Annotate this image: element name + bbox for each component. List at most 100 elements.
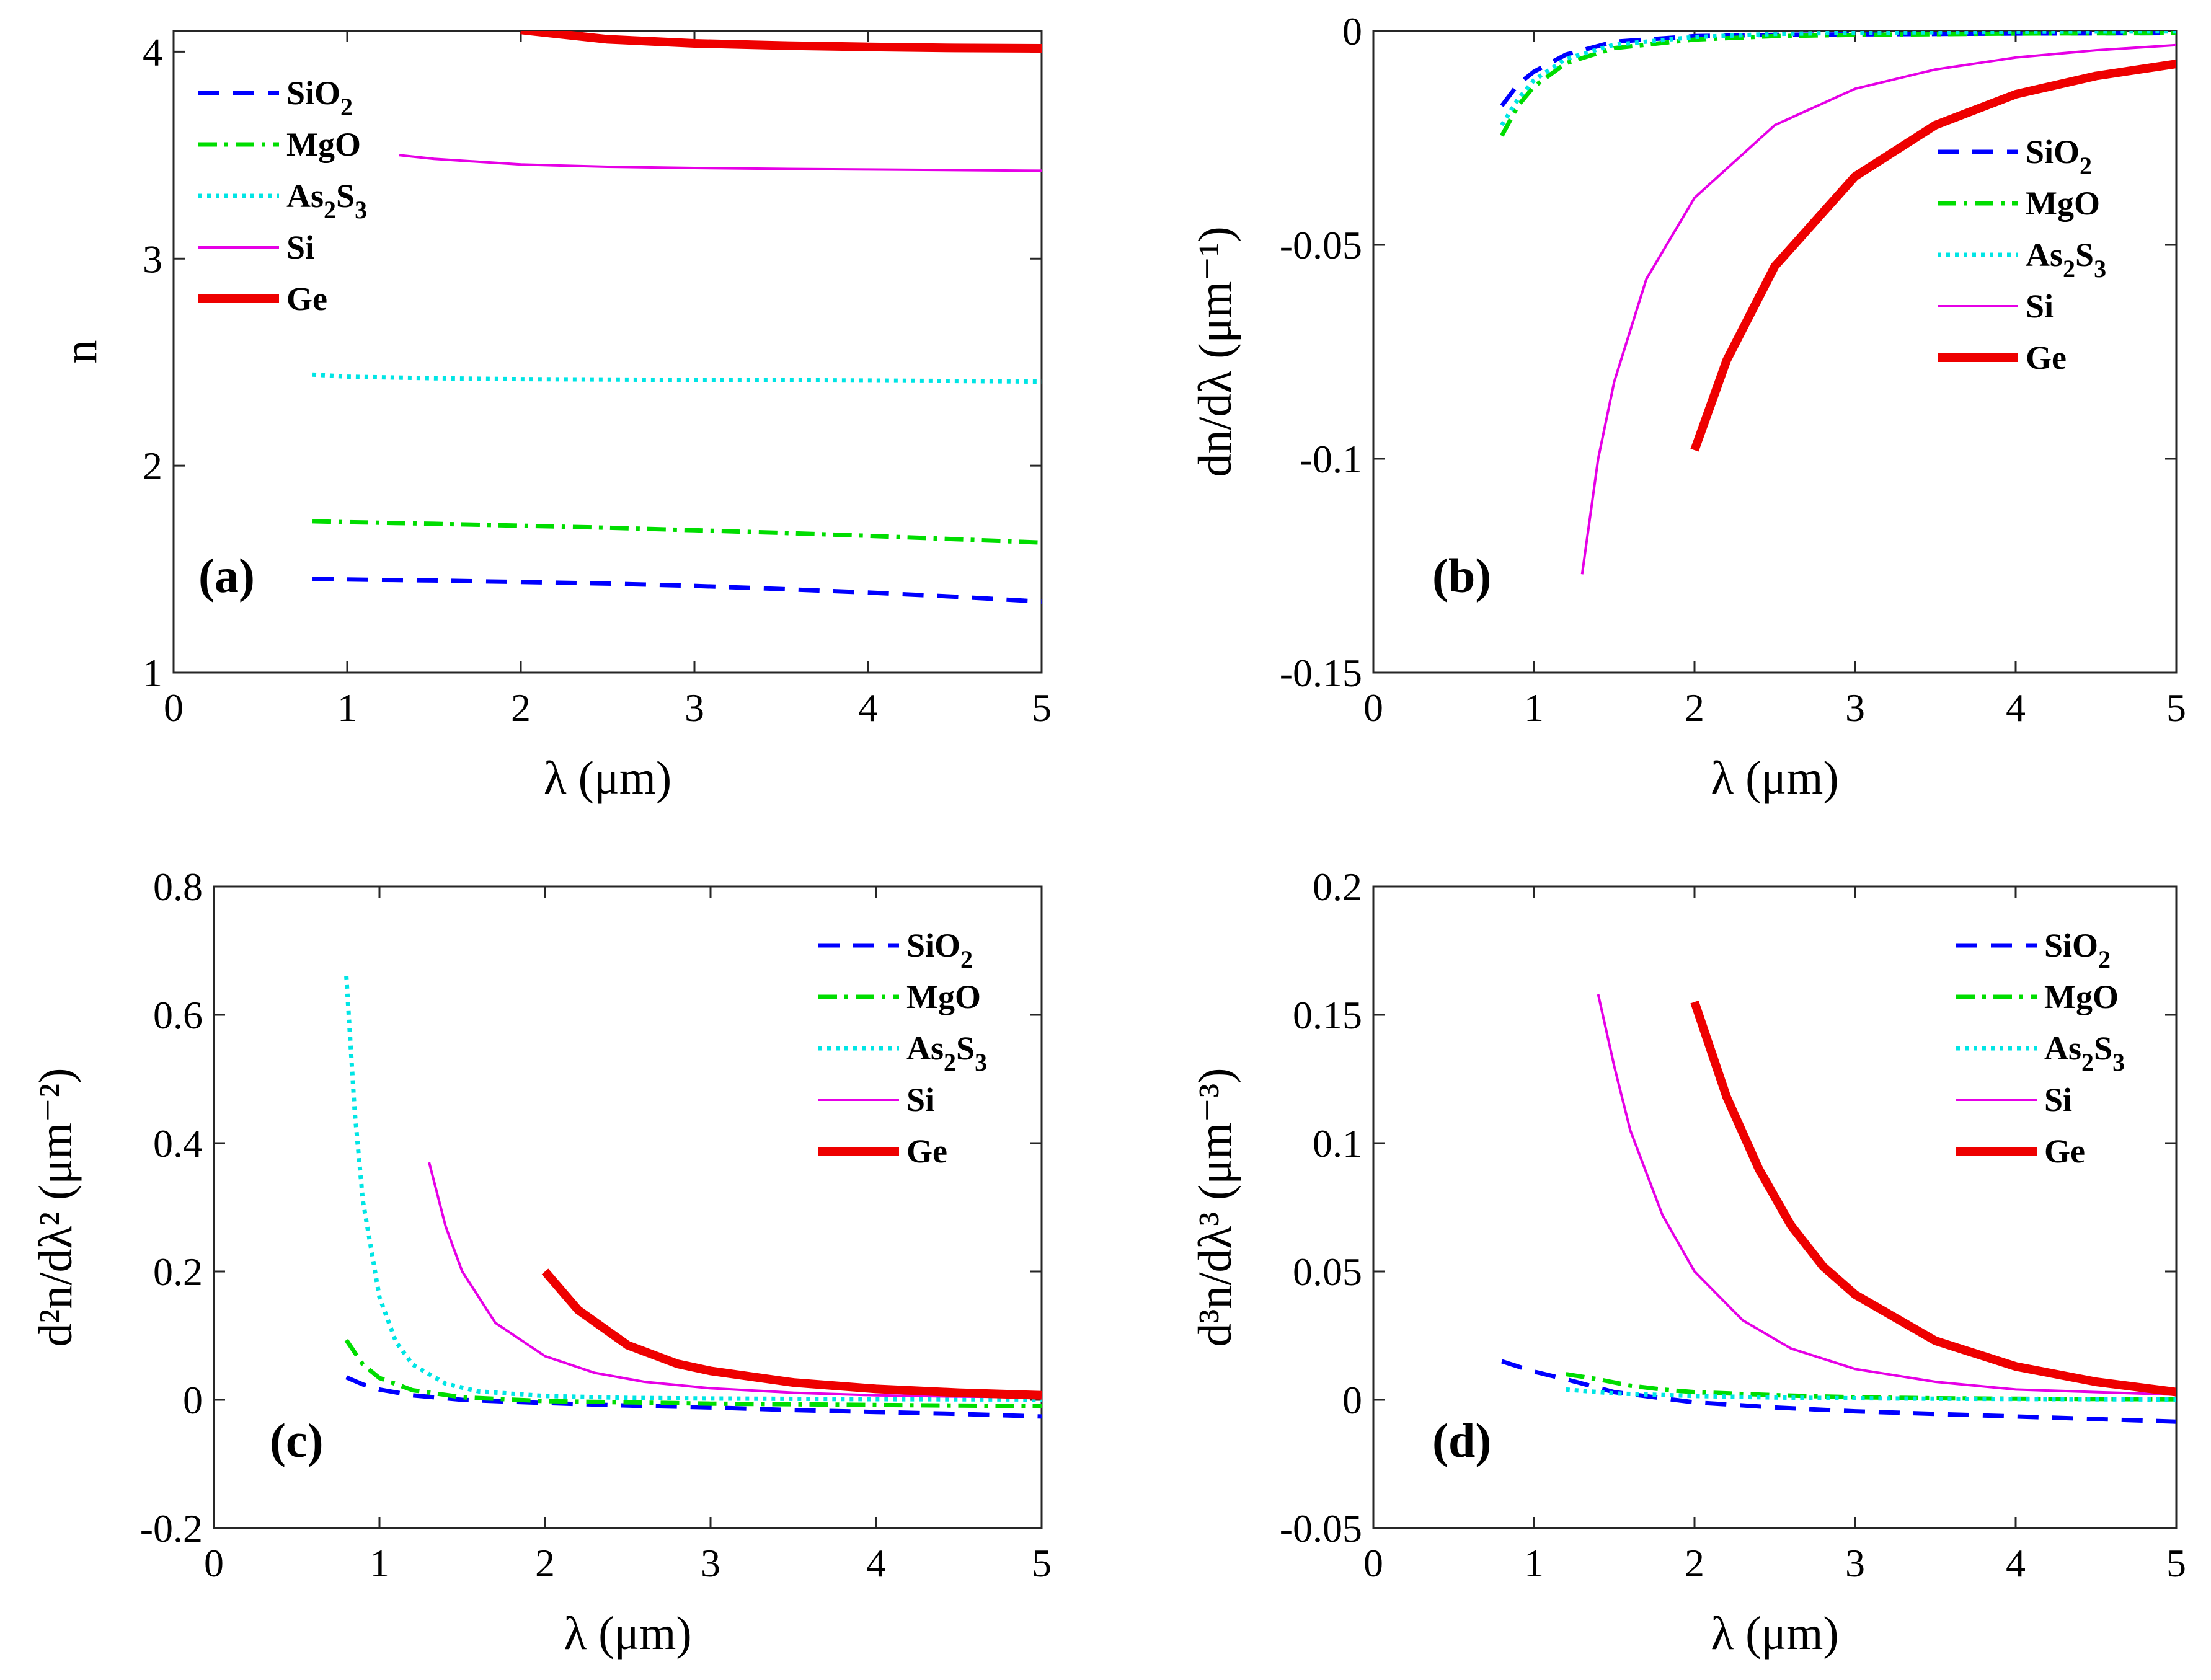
x-tick-label: 2 — [535, 1541, 555, 1585]
series-line-mgo — [1500, 31, 2176, 137]
legend-entry-si: Si — [906, 1081, 934, 1118]
y-tick-label: 0.2 — [153, 1250, 203, 1294]
legend-entry-mgo: MgO — [286, 126, 361, 163]
x-tick-label: 3 — [1845, 686, 1865, 730]
legend-text: As — [906, 1030, 944, 1067]
legend-text: Ge — [286, 280, 327, 317]
x-tick-label: 3 — [1845, 1541, 1865, 1585]
legend-entry-as2s3: As2S3 — [2044, 1030, 2125, 1076]
series-line-si — [428, 1162, 1042, 1399]
x-tick-label: 1 — [337, 686, 357, 730]
legend-entry-sio2: SiO2 — [2044, 927, 2111, 973]
series-line-mgo — [312, 519, 1042, 545]
legend-text: S — [2094, 1030, 2112, 1067]
legend-text: MgO — [906, 978, 981, 1015]
series-line-si — [1580, 43, 2176, 575]
series-line-sio2 — [1501, 1359, 2176, 1424]
legend-subscript: 2 — [324, 196, 336, 224]
series-line-mgo — [1566, 1372, 2176, 1402]
legend-entry-as2s3: As2S3 — [286, 177, 367, 224]
series-line-as2s3 — [312, 372, 1042, 384]
y-tick-label: -0.05 — [1280, 223, 1362, 267]
legend-entry-sio2: SiO2 — [906, 927, 973, 973]
series-line-as2s3 — [1566, 1387, 2176, 1402]
y-tick-label: 0.8 — [153, 865, 203, 909]
series-line-as2s3 — [344, 976, 1042, 1402]
y-axis-label: d³n/dλ³ (μm⁻³) — [1189, 1068, 1241, 1347]
y-tick-label: -0.15 — [1280, 651, 1362, 695]
legend-text: SiO — [906, 927, 960, 964]
x-tick-label: 4 — [2006, 1541, 2026, 1585]
x-tick-label: 5 — [2166, 686, 2186, 730]
x-tick-label: 4 — [2006, 686, 2026, 730]
y-tick-label: 0 — [1342, 1378, 1362, 1422]
legend-entry-mgo: MgO — [2026, 185, 2100, 222]
x-tick-label: 3 — [701, 1541, 720, 1585]
legend-subscript: 3 — [355, 196, 367, 224]
x-tick-label: 4 — [858, 686, 878, 730]
legend-text: As — [2044, 1030, 2081, 1067]
series-line-sio2 — [312, 577, 1042, 604]
x-axis-label: λ (μm) — [544, 752, 671, 804]
y-axis-label: n — [55, 340, 107, 364]
series-line-mgo — [344, 1338, 1042, 1408]
y-tick-label: 0.2 — [1313, 865, 1362, 909]
legend-subscript: 2 — [2081, 1048, 2094, 1076]
y-tick-label: 0 — [1342, 9, 1362, 53]
legend-subscript: 2 — [340, 93, 353, 121]
y-tick-label: 1 — [143, 651, 162, 695]
panel-label: (a) — [198, 549, 255, 603]
y-tick-label: -0.2 — [140, 1506, 203, 1550]
y-tick-label: -0.1 — [1300, 437, 1362, 481]
x-tick-label: 2 — [1685, 1541, 1704, 1585]
legend-subscript: 3 — [2112, 1048, 2125, 1076]
y-tick-label: 0.6 — [153, 993, 203, 1037]
x-tick-label: 2 — [1685, 686, 1704, 730]
legend-entry-ge: Ge — [286, 280, 327, 317]
legend-text: S — [336, 177, 355, 214]
x-tick-label: 4 — [866, 1541, 886, 1585]
x-tick-label: 0 — [1363, 686, 1383, 730]
legend-text: SiO — [2026, 133, 2080, 170]
legend-text: MgO — [286, 126, 361, 163]
legend-entry-mgo: MgO — [906, 978, 981, 1015]
y-axis-label: dn/dλ (μm⁻¹) — [1189, 226, 1241, 477]
axes-box — [213, 885, 1043, 1529]
series-line-ge — [1690, 1001, 2176, 1397]
chart-panel-c: 0 1 2 3 4 5-0.200.20.40.60.8λ (μm)d²n/dλ² (μm… — [30, 865, 1052, 1660]
legend-text: Si — [286, 229, 314, 266]
legend-subscript: 2 — [944, 1048, 956, 1076]
legend-subscript: 2 — [960, 945, 973, 973]
x-tick-label: 1 — [370, 1541, 389, 1585]
legend-subscript: 2 — [2080, 152, 2092, 180]
legend-text: MgO — [2044, 978, 2119, 1015]
y-tick-label: 0.4 — [153, 1121, 203, 1165]
x-tick-label: 3 — [685, 686, 704, 730]
legend-text: Si — [2026, 288, 2054, 325]
series-line-as2s3 — [1500, 31, 2176, 126]
y-tick-label: 0 — [183, 1378, 203, 1422]
axes-box — [1372, 885, 2178, 1529]
panel-label: (b) — [1432, 549, 1491, 603]
legend-entry-mgo: MgO — [2044, 978, 2119, 1015]
y-tick-label: 2 — [143, 444, 162, 488]
x-tick-label: 5 — [1032, 1541, 1052, 1585]
legend-entry-si: Si — [2026, 288, 2054, 325]
series-line-ge — [541, 1268, 1042, 1400]
x-tick-label: 1 — [1524, 686, 1544, 730]
x-axis-label: λ (μm) — [1711, 1607, 1838, 1660]
series-line-si — [1597, 994, 2176, 1396]
panel-label: (d) — [1432, 1413, 1491, 1467]
legend-text: S — [2075, 236, 2094, 273]
legend-text: Ge — [906, 1133, 947, 1170]
x-tick-label: 0 — [204, 1541, 224, 1585]
x-tick-label: 1 — [1524, 1541, 1544, 1585]
x-tick-label: 5 — [1032, 686, 1052, 730]
legend-text: Si — [2044, 1081, 2072, 1118]
